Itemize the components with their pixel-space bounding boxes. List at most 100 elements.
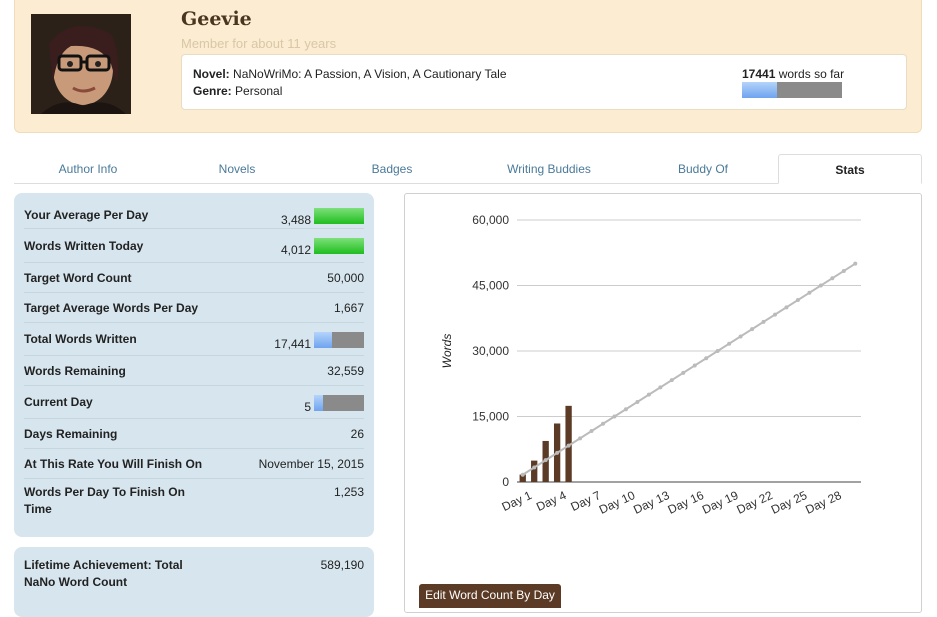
stat-progress-fill (314, 394, 323, 411)
lifetime-value: 589,190 (320, 558, 364, 572)
stat-row-current-day: Current Day 5 (24, 386, 364, 419)
target-point-day-24 (784, 305, 789, 310)
edit-word-count-button[interactable]: Edit Word Count By Day (419, 584, 561, 608)
target-point-day-12 (646, 392, 651, 397)
target-point-day-20 (738, 334, 743, 339)
target-point-day-30 (853, 261, 858, 266)
target-point-day-2 (532, 465, 537, 470)
tab-buddy-of[interactable]: Buddy Of (628, 154, 778, 184)
stat-value: 5 (304, 399, 311, 414)
stat-row-words-written-today: Words Written Today 4,012 (24, 229, 364, 263)
username: Geevie (181, 8, 252, 30)
target-point-day-8 (601, 421, 605, 426)
novel-line: Novel: NaNoWriMo: A Passion, A Vision, A… (193, 67, 507, 81)
stat-progress-fill (314, 331, 332, 348)
stat-label: Target Average Words Per Day (24, 300, 199, 315)
stat-progress-bar (314, 207, 364, 224)
x-tick-label: Day 19 (700, 488, 741, 517)
stat-row-days-remaining: Days Remaining 26 (24, 419, 364, 449)
stat-row-your-average-per-day: Your Average Per Day 3,488 (24, 202, 364, 229)
x-tick-label: Day 13 (631, 488, 672, 517)
target-point-day-17 (704, 356, 709, 361)
stat-progress-fill (314, 207, 364, 224)
avatar[interactable] (31, 14, 131, 114)
x-tick-label: Day 28 (803, 488, 844, 517)
x-tick-label: Day 7 (568, 488, 603, 514)
target-point-day-13 (658, 385, 663, 390)
tab-badges[interactable]: Badges (314, 154, 470, 184)
target-point-day-5 (566, 443, 571, 448)
x-tick-label: Day 16 (666, 488, 707, 517)
stat-value: 1,667 (333, 301, 364, 315)
target-point-day-10 (623, 407, 628, 412)
novel-info-box: Novel: NaNoWriMo: A Passion, A Vision, A… (181, 54, 907, 110)
member-since: Member for about 11 years (181, 36, 337, 51)
stat-value: 26 (350, 427, 364, 441)
stat-value: 50,000 (327, 271, 364, 285)
stat-label: At This Rate You Will Finish On (24, 456, 203, 471)
word-count-chart: 0 15,000 30,000 45,000 60,000 Words Day 1 Day 4… (404, 193, 922, 613)
stats-panel: Your Average Per Day 3,488 Words Written T… (14, 193, 374, 537)
x-tick-label: Day 22 (734, 488, 775, 517)
genre-value: Personal (235, 84, 283, 98)
stat-value: 3,488 (280, 212, 311, 227)
y-tick-label: 0 (502, 475, 509, 489)
target-point-day-29 (841, 268, 846, 273)
y-tick-label: 60,000 (472, 213, 509, 227)
stat-label: Current Day (24, 395, 93, 409)
word-count-suffix: words so far (778, 67, 845, 81)
stat-progress-bar (314, 238, 364, 254)
target-point-day-6 (578, 436, 583, 441)
target-point-day-19 (727, 341, 732, 346)
stat-label: Words Written Today (24, 238, 144, 253)
stat-label: Days Remaining (24, 426, 118, 441)
y-tick-label: 15,000 (472, 410, 509, 424)
bar-day-1 (519, 474, 526, 482)
lifetime-panel: Lifetime Achievement: Total NaNo Word Co… (14, 547, 374, 617)
target-point-day-14 (669, 378, 674, 383)
bar-day-2 (531, 460, 538, 482)
target-point-day-16 (692, 363, 697, 368)
stat-row-at-this-rate-you-will-finish-on: At This Rate You Will Finish On November … (24, 449, 364, 479)
target-point-day-21 (750, 327, 755, 332)
target-point-day-18 (715, 348, 720, 353)
tab-writing-buddies[interactable]: Writing Buddies (470, 154, 628, 184)
word-count-summary: 17441 words so far (742, 67, 844, 81)
target-point-day-3 (543, 458, 548, 463)
target-point-day-26 (807, 290, 812, 295)
y-axis-label: Words (440, 334, 454, 369)
stat-value: 1,253 (333, 485, 364, 499)
x-tick-label: Day 25 (769, 488, 810, 517)
profile-tabs: Author Info Novels Badges Writing Buddies Bu… (14, 154, 922, 184)
stat-label: Words Remaining (24, 363, 126, 378)
novel-title[interactable]: NaNoWriMo: A Passion, A Vision, A Cautio… (233, 67, 507, 81)
target-point-day-23 (773, 312, 777, 317)
novel-label: Novel: (193, 67, 230, 81)
stat-row-target-word-count: Target Word Count 50,000 (24, 263, 364, 293)
target-point-day-4 (555, 450, 560, 455)
chart-canvas: 0 15,000 30,000 45,000 60,000 Words Day 1 Day 4… (440, 213, 861, 517)
profile-header: Geevie Member for about 11 years Novel: … (14, 0, 922, 133)
target-point-day-28 (830, 276, 835, 281)
genre-line: Genre: Personal (193, 84, 282, 98)
tab-stats[interactable]: Stats (778, 154, 922, 184)
tab-novels[interactable]: Novels (162, 154, 312, 184)
stat-row-target-average-words-per-day: Target Average Words Per Day 1,667 (24, 293, 364, 323)
y-tick-label: 30,000 (472, 344, 509, 358)
target-point-day-22 (761, 319, 766, 324)
target-point-day-1 (520, 472, 525, 477)
tab-author-info[interactable]: Author Info (14, 154, 162, 184)
target-point-day-11 (635, 399, 640, 404)
stat-row-words-remaining: Words Remaining 32,559 (24, 356, 364, 386)
stat-row-total-words-written: Total Words Written 17,441 (24, 323, 364, 356)
lifetime-label: Lifetime Achievement: Total NaNo Word Co… (24, 558, 183, 589)
stat-value: 17,441 (274, 336, 311, 351)
word-count-number: 17441 (742, 67, 776, 81)
stat-label: Total Words Written (24, 332, 137, 346)
stat-label: Words Per Day To Finish On Time (24, 485, 185, 516)
x-tick-label: Day 10 (597, 488, 638, 517)
stat-progress-bar (314, 394, 364, 411)
target-point-day-7 (589, 429, 594, 434)
stat-label: Your Average Per Day (24, 208, 149, 222)
target-point-day-27 (818, 283, 823, 288)
